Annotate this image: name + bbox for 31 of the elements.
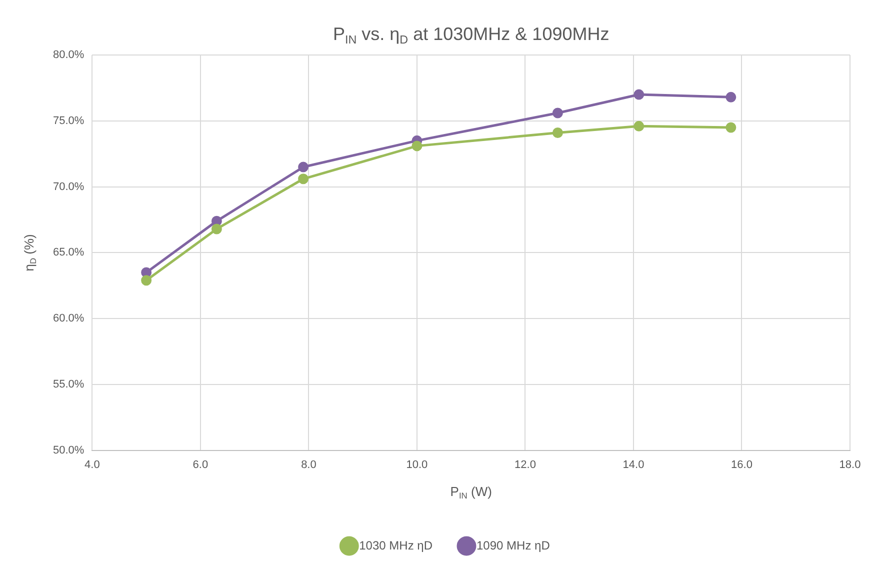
y-tick-label: 70.0% [52,180,84,193]
point [141,267,152,278]
y-tick-label: 55.0% [52,378,84,391]
point [141,275,152,286]
point [552,108,563,118]
y-tick-label: 80.0% [52,49,84,62]
point [552,128,563,138]
point [412,140,422,152]
x-tick-label: 8.0 [301,459,316,472]
legend-label: 1090 MHz ηD [476,538,550,552]
x-tick-label: 4.0 [84,459,100,472]
x-tick-label: 12.0 [514,459,536,472]
point [634,89,644,100]
point [298,162,309,172]
point [726,122,736,133]
point [298,174,309,184]
legend-label: 1030 MHz ηD [359,538,433,552]
y-tick-label: 65.0% [52,246,84,259]
y-axis-title: ηD (%) [22,234,38,272]
y-tick-label: 75.0% [52,114,84,127]
x-tick-label: 16.0 [731,459,752,472]
point [634,120,644,132]
y-tick-label: 60.0% [52,312,84,325]
y-tick-label: 50.0% [52,444,84,456]
x-tick-label: 10.0 [406,459,428,472]
point [211,224,222,234]
point [726,92,736,102]
x-tick-label: 6.0 [192,459,208,472]
x-tick-label: 14.0 [622,459,644,472]
point [211,216,222,226]
x-tick-label: 18.0 [839,459,861,472]
